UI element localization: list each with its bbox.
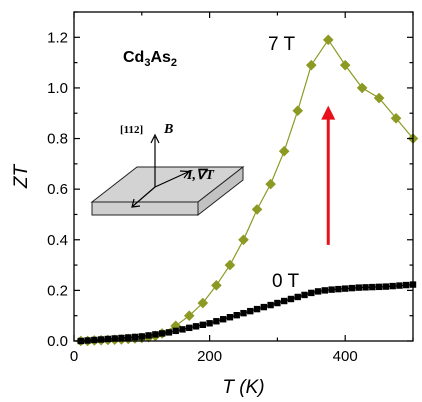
point-0t: [138, 333, 145, 340]
point-7t: [292, 105, 304, 117]
point-0t: [145, 332, 152, 339]
point-0t: [369, 283, 376, 291]
point-0t: [226, 314, 234, 321]
point-7t: [197, 297, 209, 309]
point-0t: [308, 289, 315, 297]
point-0t: [389, 282, 396, 290]
point-0t: [287, 295, 295, 303]
point-0t: [260, 303, 268, 311]
point-7t: [238, 234, 249, 246]
point-0t: [280, 297, 288, 305]
point-7t: [339, 59, 351, 71]
point-0t: [314, 288, 322, 295]
point-7t: [356, 82, 368, 94]
point-0t: [104, 335, 112, 343]
inset-slab-front: [91, 201, 199, 216]
y-tick-label: 1.0: [47, 80, 68, 97]
point-7t: [373, 92, 385, 104]
point-0t: [186, 324, 193, 332]
plot-frame: [73, 11, 414, 342]
point-7t: [322, 34, 334, 46]
inset-field-label: B: [163, 122, 173, 137]
inset-i-axis: [154, 171, 189, 188]
axes-layer: 0 200 400 0.0 0.2 0.4 0.6 0.8 1.0 1.2 T (K) ZT: [11, 11, 414, 398]
annotation-0t: 0 T: [272, 271, 300, 292]
point-0t: [355, 284, 362, 291]
inset-i-arrowhead: [179, 170, 191, 179]
x-tick-label: 400: [333, 348, 358, 365]
point-0t: [240, 309, 247, 317]
arrow-head: [321, 105, 336, 120]
point-0t: [294, 293, 301, 301]
point-0t: [219, 316, 227, 323]
y-tick-label: 1.2: [47, 29, 68, 46]
point-0t: [172, 327, 179, 335]
inset-b-arrowhead: [150, 133, 160, 144]
point-0t: [199, 321, 207, 329]
point-0t: [111, 335, 118, 342]
point-0t: [233, 311, 240, 319]
point-0t: [253, 305, 261, 313]
point-0t: [131, 333, 139, 341]
point-0t: [403, 281, 410, 289]
point-0t: [125, 334, 132, 341]
point-7t: [265, 178, 276, 190]
series-line-0t: [80, 284, 414, 342]
series-0t: [77, 281, 417, 345]
point-7t: [278, 145, 290, 157]
point-0t: [335, 285, 342, 293]
point-0t: [158, 330, 166, 337]
y-tick-label: 0.8: [47, 131, 68, 148]
point-0t: [165, 329, 173, 336]
inset-schematic: [112] B I,∇T: [90, 122, 245, 217]
y-tick-label: 0.4: [47, 232, 68, 249]
inset-third-axis: [132, 186, 156, 207]
point-7t: [183, 310, 195, 321]
point-0t: [91, 336, 98, 344]
point-7t: [211, 280, 222, 291]
point-0t: [179, 326, 186, 333]
point-0t: [118, 334, 125, 342]
y-axis-title: ZT: [11, 164, 32, 190]
point-0t: [267, 301, 274, 309]
point-0t: [362, 284, 369, 291]
point-7t: [390, 112, 402, 124]
point-7t: [305, 59, 317, 71]
point-0t: [375, 283, 383, 291]
point-0t: [348, 284, 356, 292]
point-0t: [247, 307, 254, 315]
inset-slab-side: [197, 165, 244, 217]
point-0t: [206, 320, 213, 327]
y-tick-label: 0.6: [47, 181, 68, 198]
point-0t: [321, 287, 329, 294]
y-tick-label: 0.0: [47, 333, 68, 350]
inset-current-label: I,∇T: [186, 168, 215, 183]
series-layer: [75, 34, 419, 347]
point-0t: [213, 318, 220, 325]
point-0t: [328, 286, 335, 293]
y-tick-label: 0.2: [47, 282, 68, 299]
point-0t: [97, 336, 105, 343]
point-0t: [342, 285, 349, 292]
point-0t: [301, 291, 308, 299]
inset-axis-label: [112]: [120, 124, 143, 136]
x-tick-label: 200: [197, 348, 222, 365]
inset-third-arrowhead: [131, 198, 141, 208]
point-0t: [192, 323, 200, 330]
point-0t: [274, 299, 281, 307]
annotation-7t: 7 T: [268, 34, 296, 55]
point-0t: [152, 331, 159, 338]
compound-label: Cd3As2: [123, 49, 177, 69]
x-axis-title: T (K): [222, 377, 264, 398]
increase-arrow: [321, 105, 336, 245]
point-0t: [396, 282, 403, 289]
point-7t: [224, 259, 236, 271]
point-0t: [382, 283, 390, 290]
x-tick-label: 0: [70, 348, 78, 365]
point-7t: [251, 204, 263, 215]
